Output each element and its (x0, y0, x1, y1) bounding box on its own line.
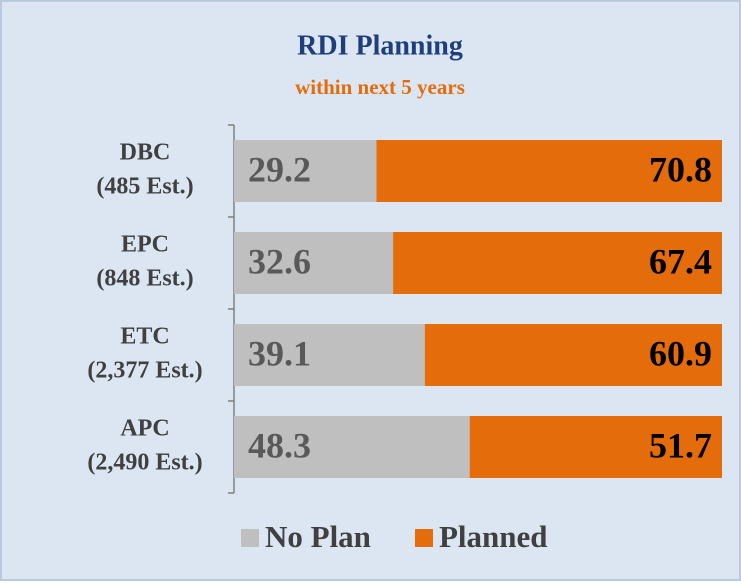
y-tick-label: (2,377 Est.) (87, 358, 202, 384)
legend-label: No Plan (265, 519, 371, 554)
data-label: 70.8 (649, 149, 712, 189)
legend-swatch (241, 529, 259, 547)
legend-label: Planned (439, 519, 548, 554)
chart-title: RDI Planning (297, 30, 463, 61)
chart-subtitle: within next 5 years (295, 75, 465, 99)
bar-segment (424, 324, 722, 386)
y-tick-label: DBC (120, 140, 171, 166)
data-label: 48.3 (248, 425, 311, 465)
data-label: 39.1 (248, 333, 311, 373)
legend-swatch (415, 529, 433, 547)
data-label: 29.2 (248, 149, 311, 189)
data-label: 67.4 (649, 241, 712, 281)
y-tick-label: ETC (120, 324, 169, 350)
bar-segment (469, 416, 722, 478)
y-tick-label: (848 Est.) (96, 266, 193, 292)
bar-segment (234, 324, 425, 386)
y-tick-label: APC (120, 416, 169, 442)
bar-segment (234, 416, 470, 478)
y-tick-label: EPC (121, 232, 169, 258)
data-label: 51.7 (649, 425, 712, 465)
bar-segment (393, 232, 722, 294)
y-tick-label: (2,490 Est.) (87, 450, 202, 476)
bar-segment (234, 232, 394, 294)
data-label: 60.9 (649, 333, 712, 373)
bar-segment (376, 140, 722, 202)
bar-segment (234, 140, 377, 202)
data-label: 32.6 (248, 241, 311, 281)
y-tick-label: (485 Est.) (96, 174, 193, 200)
